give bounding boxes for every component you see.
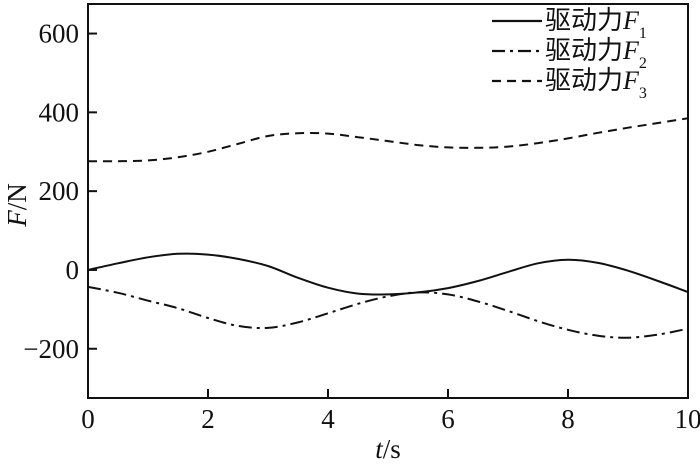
x-axis-label: t/s [348,434,428,464]
curve-f1 [87,252,689,296]
legend-item-f2: 驱动力F2 [492,36,647,72]
legend-label-variable: F [623,6,639,35]
legend: 驱动力F1 驱动力F2 驱动力F3 [492,6,647,102]
legend-item-f1: 驱动力F1 [492,6,647,42]
x-tick-label: 2 [201,404,215,434]
legend-label-variable: F [623,66,639,95]
legend-label-text: 驱动力 [545,36,624,65]
legend-label-subscript: 1 [638,25,647,42]
y-tick-label: 600 [39,19,80,49]
y-axis-label-unit: /N [2,183,32,211]
x-axis-label-unit: /s [382,434,401,464]
legend-line-sample-dash-dot [492,49,542,53]
x-axis-label-variable: t [375,434,383,464]
legend-label-f3: 驱动力F3 [545,66,647,102]
legend-label-text: 驱动力 [545,6,624,35]
legend-line-sample-dashed [492,79,542,83]
y-tick-label: 0 [66,255,80,285]
legend-label-text: 驱动力 [545,66,624,95]
x-tick-label: 10 [675,404,700,434]
curve-f3 [87,117,689,163]
legend-label-subscript: 2 [638,55,647,72]
plot-border [87,3,689,399]
legend-item-f3: 驱动力F3 [492,66,647,102]
y-axis-label: F/N [2,165,32,245]
legend-label-f1: 驱动力F1 [545,6,647,42]
x-tick-label: 0 [81,404,95,434]
legend-label-variable: F [623,36,639,65]
y-axis-label-variable: F [2,210,32,227]
legend-line-sample-solid [492,19,542,23]
legend-label-subscript: 3 [638,85,647,102]
x-tick-label: 4 [321,404,335,434]
y-tick-label: −200 [23,334,79,364]
y-tick-label: 200 [39,176,80,206]
legend-label-f2: 驱动力F2 [545,36,647,72]
x-tick-label: 8 [561,404,575,434]
y-tick-label: 400 [39,97,80,127]
x-tick-label: 6 [441,404,455,434]
